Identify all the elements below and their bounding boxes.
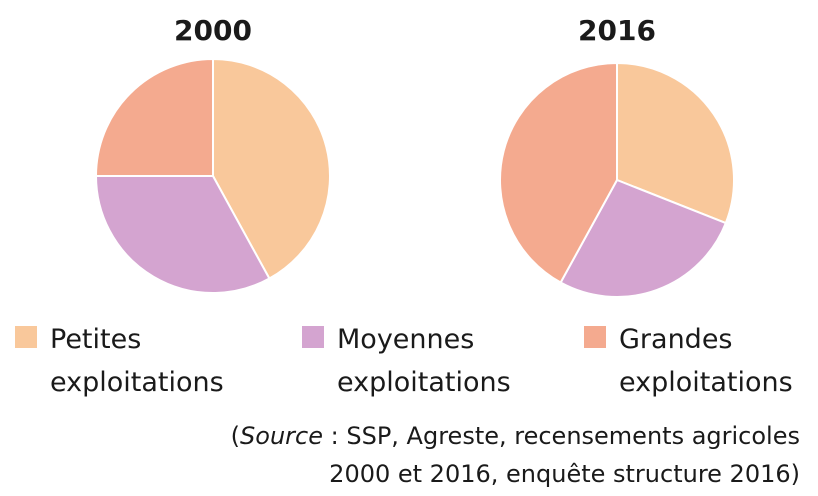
chart-title: 2016 (578, 14, 656, 47)
legend-label: Petites exploitations (50, 324, 224, 398)
source: (Source : SSP, Agreste, recensements agr… (231, 422, 800, 450)
pie-slice (94, 175, 271, 294)
source-text: : SSP, Agreste, recensements agricoles (323, 422, 800, 450)
legend-swatch (15, 326, 37, 348)
legend-label: Moyennes exploitations (337, 324, 511, 398)
pie-slice (616, 61, 735, 225)
source: 2000 et 2016, enquête structure 2016) (329, 460, 800, 488)
legend-swatch (302, 326, 324, 348)
pie-slice (499, 61, 618, 284)
pie-slice (94, 57, 214, 177)
chart-title: 2000 (174, 14, 252, 47)
pie-slice (212, 57, 331, 280)
source-text: ( (230, 422, 241, 450)
legend-swatch (584, 326, 606, 348)
source-label: Source (240, 422, 324, 450)
charts: 2000 2016 (94, 14, 735, 298)
legend-label: Grandes exploitations (619, 324, 793, 398)
